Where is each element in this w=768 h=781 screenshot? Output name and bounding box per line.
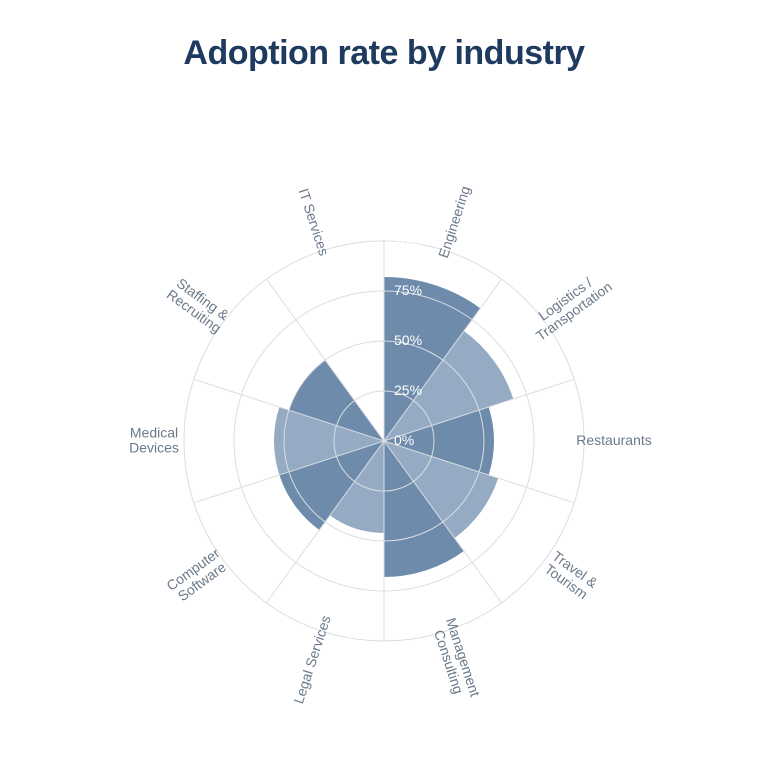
category-label: Engineering xyxy=(435,183,473,259)
category-label: Restaurants xyxy=(576,432,651,448)
polar-bar-chart: 0% 25% 50% 75% 100% Engineering Logistics /Tra… xyxy=(0,101,768,761)
category-label: ManagementConsulting xyxy=(429,615,484,702)
ring-label: 75% xyxy=(394,282,422,298)
category-label: Travel &Tourism xyxy=(541,547,602,603)
category-label-line: IT Services xyxy=(295,186,332,257)
category-label: ComputerSoftware xyxy=(163,544,231,605)
ring-label: 0% xyxy=(394,432,414,448)
category-label-line: Devices xyxy=(129,439,179,455)
ring-label: 50% xyxy=(394,332,422,348)
category-label: Staffing &Recruiting xyxy=(164,273,233,335)
category-label: MedicalDevices xyxy=(129,424,179,455)
grid-layer xyxy=(184,241,584,641)
category-label: Logistics /Transportation xyxy=(524,266,615,344)
category-label-line: Medical xyxy=(130,424,178,440)
chart-title: Adoption rate by industry xyxy=(0,0,768,73)
category-label: IT Services xyxy=(295,186,332,257)
ring-label: 25% xyxy=(394,382,422,398)
chart-container: 0% 25% 50% 75% 100% Engineering Logistics /Tra… xyxy=(0,100,768,761)
category-label-line: Restaurants xyxy=(576,432,651,448)
ring-label: 100% xyxy=(394,232,430,248)
category-label-line: Engineering xyxy=(435,183,473,259)
